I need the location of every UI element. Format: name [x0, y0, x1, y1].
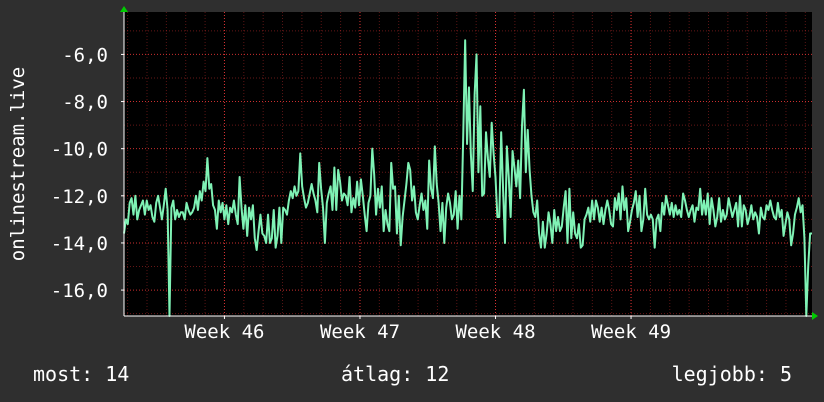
grid [124, 12, 812, 316]
plot-area [124, 12, 812, 316]
x-tick-label: Week 48 [455, 321, 535, 343]
series-layer [123, 39, 812, 317]
y-tick-label: -16,0 [51, 280, 108, 302]
y-tick-label: -12,0 [51, 186, 108, 208]
footer-average-value: átlag: 12 [341, 362, 450, 386]
y-tick-label: -10,0 [51, 139, 108, 161]
footer-current-value: most: 14 [33, 362, 130, 386]
x-tick-label: Week 47 [320, 321, 400, 343]
y-tick-label: -14,0 [51, 233, 108, 255]
y-tick-label: -6,0 [62, 44, 108, 66]
footer-best-value: legjobb: 5 [671, 362, 792, 386]
x-axis-arrow-icon [812, 312, 818, 320]
x-tick-labels: Week 46 Week 47 Week 48 Week 49 [184, 316, 671, 343]
axes [120, 6, 818, 320]
y-tick-label: -8,0 [62, 92, 108, 114]
y-axis-label: onlinestream.live [7, 67, 29, 261]
series-line [123, 39, 812, 317]
x-tick-label: Week 46 [184, 321, 264, 343]
x-tick-label: Week 49 [591, 321, 671, 343]
y-axis-arrow-icon [120, 6, 128, 12]
y-tick-labels: -16,0 -14,0 -12,0 -10,0 -8,0 -6,0 [51, 44, 124, 302]
